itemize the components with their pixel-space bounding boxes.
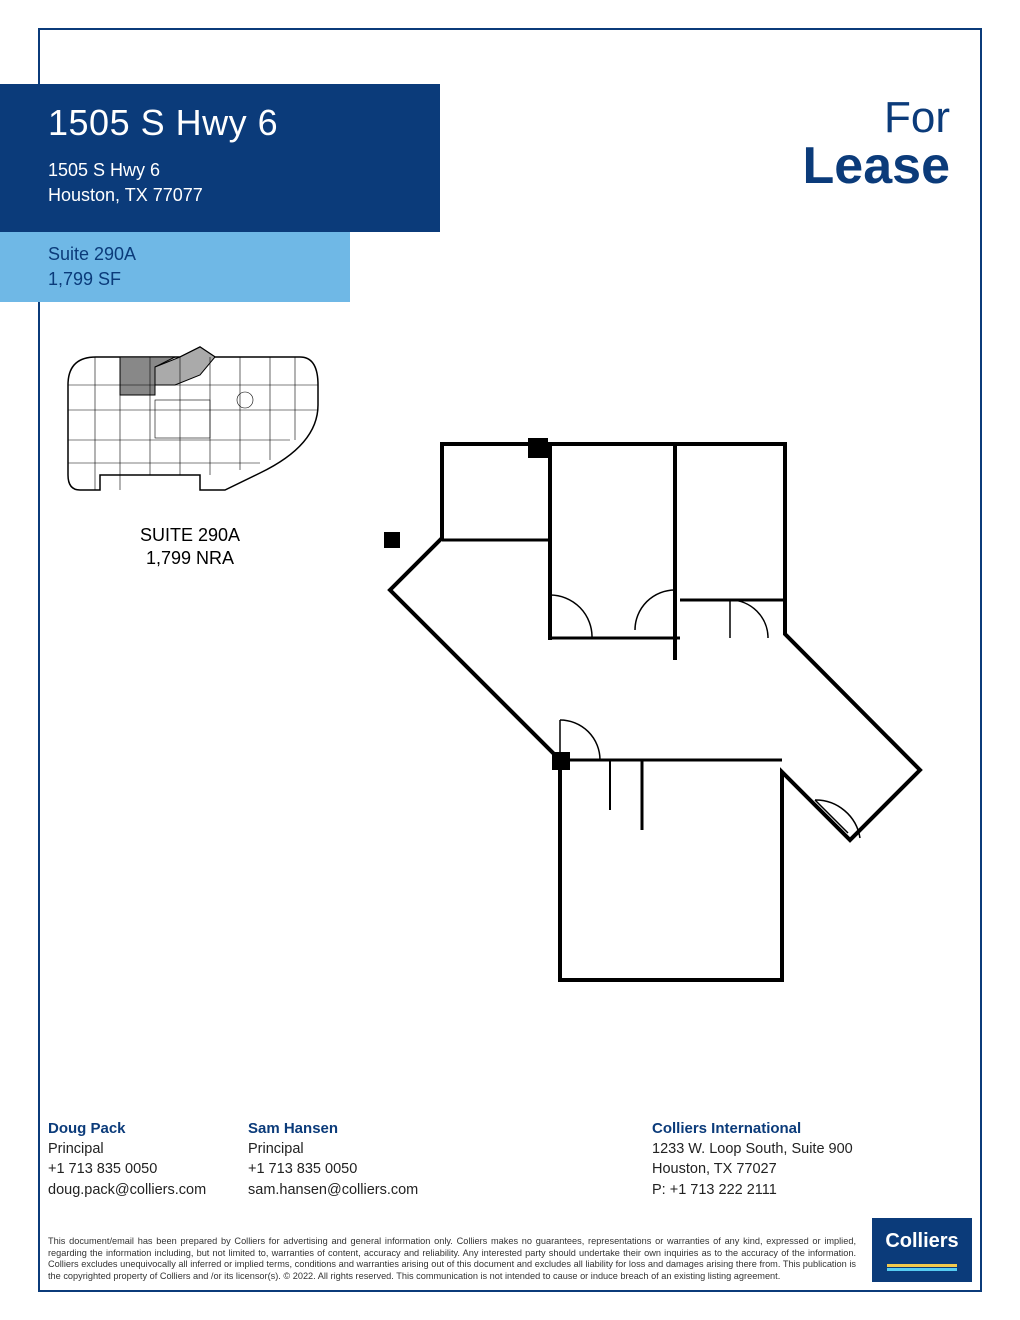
lease-text: Lease: [803, 140, 950, 192]
company-block: Colliers International 1233 W. Loop Sout…: [652, 1118, 972, 1200]
property-title: 1505 S Hwy 6: [48, 102, 416, 144]
suite-info-block: Suite 290A 1,799 SF: [0, 232, 350, 302]
company-name: Colliers International: [652, 1118, 972, 1139]
floorplan-overview: SUITE 290A 1,799 NRA: [60, 345, 320, 571]
logo-bar-red: [887, 1260, 957, 1263]
property-header-block: 1505 S Hwy 6 1505 S Hwy 6 Houston, TX 77…: [0, 84, 440, 232]
contact-email: sam.hansen@colliers.com: [248, 1180, 448, 1200]
detail-floorplan-svg: [380, 420, 950, 1000]
address-line-1: 1505 S Hwy 6: [48, 158, 416, 183]
company-phone: P: +1 713 222 2111: [652, 1180, 972, 1200]
suite-name: Suite 290A: [48, 242, 326, 267]
logo-text: Colliers: [885, 1230, 958, 1253]
contact-phone: +1 713 835 0050: [248, 1159, 448, 1179]
contact-block: Sam Hansen Principal +1 713 835 0050 sam…: [248, 1118, 448, 1200]
contact-phone: +1 713 835 0050: [48, 1159, 248, 1179]
overview-caption: SUITE 290A 1,799 NRA: [60, 524, 320, 571]
suite-size: 1,799 SF: [48, 267, 326, 292]
company-address-2: Houston, TX 77027: [652, 1159, 972, 1179]
for-lease-heading: For Lease: [803, 96, 950, 192]
company-address-1: 1233 W. Loop South, Suite 900: [652, 1139, 972, 1159]
contact-title: Principal: [248, 1139, 448, 1159]
overview-floorplan-svg: [60, 345, 320, 515]
contact-name: Doug Pack: [48, 1118, 248, 1139]
logo-bars: [887, 1259, 957, 1271]
logo-bar-yellow: [887, 1264, 957, 1267]
logo-bar-cyan: [887, 1268, 957, 1271]
for-text: For: [803, 96, 950, 140]
floorplan-detail: [380, 420, 950, 1000]
contact-block: Doug Pack Principal +1 713 835 0050 doug…: [48, 1118, 248, 1200]
overview-caption-line-2: 1,799 NRA: [60, 547, 320, 570]
footer-row: This document/email has been prepared by…: [48, 1218, 972, 1282]
contact-title: Principal: [48, 1139, 248, 1159]
address-line-2: Houston, TX 77077: [48, 183, 416, 208]
disclaimer-text: This document/email has been prepared by…: [48, 1236, 856, 1282]
contacts-row: Doug Pack Principal +1 713 835 0050 doug…: [48, 1118, 972, 1200]
contact-email: doug.pack@colliers.com: [48, 1180, 248, 1200]
overview-caption-line-1: SUITE 290A: [60, 524, 320, 547]
contact-name: Sam Hansen: [248, 1118, 448, 1139]
colliers-logo: Colliers: [872, 1218, 972, 1282]
